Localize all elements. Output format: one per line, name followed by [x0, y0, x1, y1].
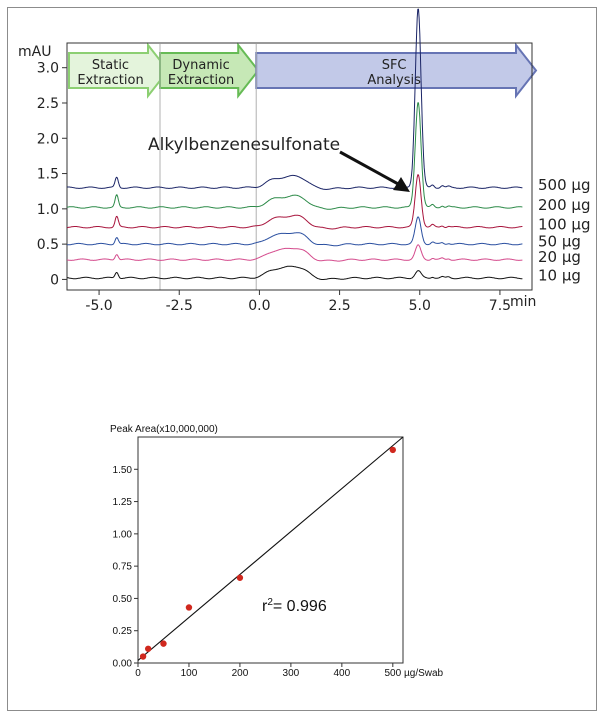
y-tick-label: 0.5 — [37, 237, 59, 253]
peak-annotation: Alkylbenzenesulfonate — [148, 135, 340, 155]
scatter-y-tick-label: 1.50 — [113, 465, 133, 476]
scatter-y-tick-label: 0.00 — [113, 659, 133, 670]
regression-line — [137, 436, 404, 661]
scatter-y-label: Peak Area(x10,000,000) — [110, 424, 218, 435]
scatter-x-label: µg/Swab — [404, 668, 444, 679]
annotation-arrow-head — [393, 177, 410, 192]
trace-line — [66, 265, 523, 280]
scatter-point — [144, 645, 152, 652]
scatter-x-tick-label: 100 — [181, 668, 198, 679]
x-tick-label: -2.5 — [166, 298, 193, 314]
annotation-arrow-shaft — [339, 150, 401, 187]
y-tick-label: 2.0 — [37, 131, 59, 147]
series-label: 500 µg — [538, 176, 590, 194]
y-tick-label: 3.0 — [37, 61, 59, 77]
trace-line — [66, 174, 523, 230]
phase-label-line2: Analysis — [367, 73, 421, 88]
scatter-x-tick-label: 200 — [232, 668, 249, 679]
phase-arrow — [159, 42, 260, 99]
scatter-point — [389, 446, 397, 454]
scatter-x-tick-label: 300 — [283, 668, 300, 679]
scatter-point — [236, 574, 244, 581]
scatter-x-tick-label: 500 — [384, 668, 401, 679]
y-axis-unit: mAU — [18, 44, 51, 60]
x-tick-label: 7.5 — [489, 298, 511, 314]
scatter-x-tick-label: 400 — [334, 668, 351, 679]
scatter-x-tick-label: 0 — [135, 668, 141, 679]
series-label: 200 µg — [538, 196, 590, 214]
series-label: 50 µg — [538, 233, 581, 251]
chromatogram-plot-frame — [66, 42, 533, 291]
r-squared-label: r2= 0.996 — [262, 597, 327, 615]
trace-line — [66, 102, 523, 210]
series-label: 10 µg — [538, 266, 581, 284]
trace-line — [66, 244, 523, 262]
phase-label-line2: Extraction — [168, 73, 234, 88]
scatter-point — [185, 604, 193, 611]
calibration-chart: Peak Area(x10,000,000) 0 100 200 300 400 500 0… — [110, 424, 444, 679]
x-tick-label: -5.0 — [85, 298, 112, 314]
scatter-point — [160, 640, 167, 647]
chromatogram-chart: StaticExtractionDynamicExtractionSFCAnal… — [18, 8, 590, 314]
trace-line — [67, 8, 523, 191]
scatter-y-tick-label: 1.25 — [113, 497, 133, 508]
phase-label-line1: SFC — [382, 58, 407, 73]
phase-label-line1: Dynamic — [172, 58, 229, 73]
scatter-y-tick-label: 0.50 — [113, 594, 133, 605]
series-label: 100 µg — [538, 216, 590, 234]
phase-label-line2: Extraction — [77, 73, 143, 88]
x-tick-label: 5.0 — [409, 298, 431, 314]
y-tick-label: 0 — [50, 272, 59, 288]
y-tick-label: 2.5 — [37, 96, 59, 112]
phase-arrow — [68, 42, 170, 99]
series-label: 20 µg — [538, 248, 581, 266]
phase-arrow — [255, 42, 538, 99]
x-tick-label: 0.0 — [248, 298, 270, 314]
x-tick-label: 2.5 — [328, 298, 350, 314]
calibration-plot-frame — [137, 436, 404, 664]
y-tick-label: 1.0 — [37, 202, 59, 218]
trace-line — [67, 216, 523, 247]
figure-frame — [7, 7, 597, 711]
scatter-point — [139, 653, 147, 660]
phase-label-line1: Static — [92, 58, 129, 73]
scatter-y-tick-label: 0.25 — [113, 626, 133, 637]
scatter-y-tick-label: 1.00 — [113, 529, 133, 540]
x-axis-unit: min — [510, 294, 536, 310]
scatter-y-tick-label: 0.75 — [113, 562, 133, 573]
y-tick-label: 1.5 — [37, 167, 59, 183]
